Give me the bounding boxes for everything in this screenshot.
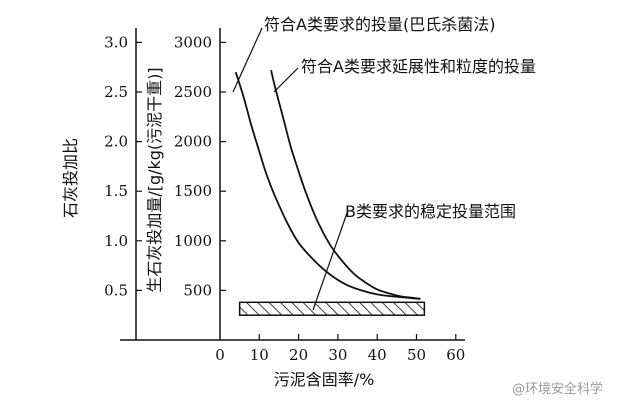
left-tick-label: 3.0	[104, 33, 128, 51]
watermark: @环境安全科学	[512, 381, 603, 397]
series-line-1	[234, 71, 421, 300]
annotation-label-1: 符合A类要求的投量(巴氏杀菌法)	[264, 15, 495, 34]
x-tick-label: 40	[368, 346, 387, 364]
y-tick-label: 1000	[174, 232, 212, 250]
x-axis-label: 污泥含固率/%	[274, 370, 375, 389]
x-tick-label: 60	[446, 346, 465, 364]
y-tick-label: 1500	[174, 182, 212, 200]
series-layer	[234, 70, 421, 300]
left-tick-label: 1.0	[104, 232, 128, 250]
y-tick-label: 500	[183, 281, 212, 299]
y-tick-label: 2500	[174, 83, 212, 101]
y-axis-ticks: 500 1000 1500 2000 2500 3000	[174, 33, 226, 299]
x-tick-label: 0	[215, 346, 225, 364]
annotation-leader-2	[273, 67, 299, 93]
left-tick-label: 1.5	[104, 182, 128, 200]
x-tick-label: 50	[407, 346, 426, 364]
band-layer	[238, 301, 426, 316]
annotation-label-2: 符合A类要求延展性和粒度的投量	[301, 57, 536, 76]
x-axis-ticks: 0 10 20 30 40 50 60	[215, 334, 465, 364]
left-axis-label: 石灰投加比	[61, 138, 80, 218]
left-tick-label: 2.5	[104, 83, 128, 101]
annotation-leader-3	[312, 212, 348, 311]
annotation-label-3: B类要求的稳定投量范围	[345, 202, 516, 221]
y-tick-label: 3000	[174, 33, 212, 51]
x-tick-label: 20	[289, 346, 308, 364]
left-tick-label: 0.5	[104, 281, 128, 299]
band-rect	[238, 301, 426, 316]
left-axis-ticks: 0.5 1.0 1.5 2.0 2.5 3.0	[104, 33, 142, 299]
y-tick-label: 2000	[174, 133, 212, 151]
x-tick-label: 30	[328, 346, 347, 364]
x-tick-label: 10	[250, 346, 269, 364]
y-axis-label: 生石灰投加量/[g/kg(污泥干重)]	[145, 67, 164, 292]
annotation-leader-1	[232, 27, 263, 93]
series-line-2	[270, 70, 421, 300]
left-tick-label: 2.0	[104, 133, 128, 151]
